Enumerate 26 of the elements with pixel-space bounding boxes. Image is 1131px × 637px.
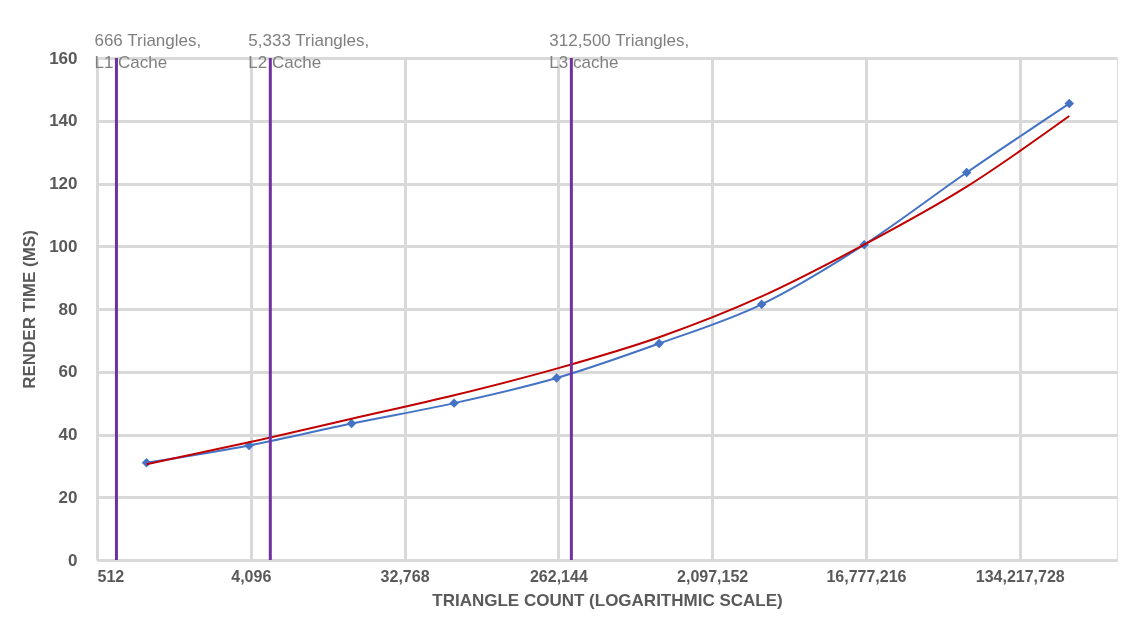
y-tick-label: 80 [58,299,78,319]
point [551,373,562,383]
y-tick-label: 60 [58,362,78,382]
point [756,299,767,310]
y-tick-label: 0 [68,550,78,570]
y-tick-label: 120 [49,174,78,193]
x-tick-label: 262,144 [529,567,588,585]
y-axis-title: RENDER TIME (MS) [20,230,40,389]
ref-line-label: 312,500 Triangles, L3 cache [549,31,690,72]
y-tick-label: 40 [58,425,78,444]
x-tick-label: 134,217,728 [975,567,1065,585]
point [1064,98,1074,109]
y-tick-label: 160 [49,48,78,68]
x-tick-label: 2,097,152 [677,567,749,585]
x-tick-label: 4,096 [231,567,272,585]
ref-line-label: 5,333 Triangles, L2 Cache [248,31,370,72]
y-tick-label: 140 [49,111,78,131]
point [961,167,972,178]
point [654,338,664,349]
x-tick-label: 32,768 [380,567,430,585]
x-tick-label: 16,777,216 [826,567,907,585]
ref-line-label: 666 Triangles, L1 Cache [94,31,202,72]
x-axis-title: TRIANGLE COUNT (LOGARITHMIC SCALE) [432,590,783,610]
x-tick-label: 512 [97,567,125,585]
y-tick-label: 100 [49,236,78,256]
y-tick-label: 20 [58,487,78,507]
